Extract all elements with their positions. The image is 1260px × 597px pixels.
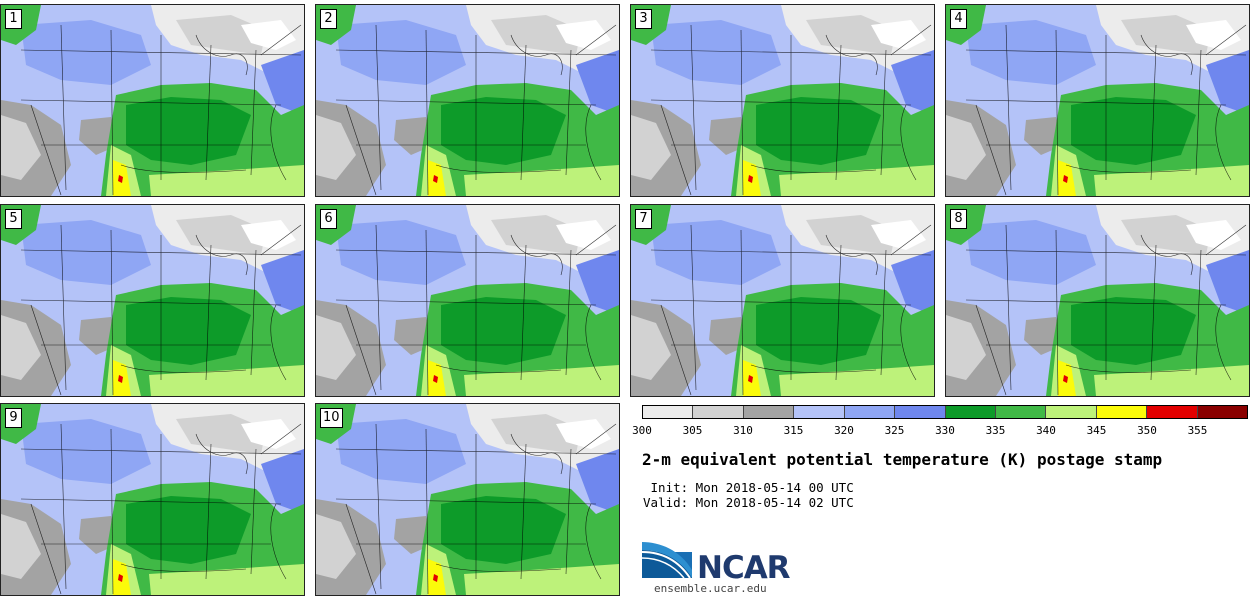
colorbar-segment bbox=[844, 406, 896, 418]
colorbar-segment bbox=[1096, 406, 1148, 418]
member-panel-8[interactable]: 8 bbox=[945, 204, 1250, 397]
colorbar-segment bbox=[743, 406, 795, 418]
colorbar-tick-label: 300 bbox=[632, 424, 652, 437]
colorbar-segment bbox=[995, 406, 1047, 418]
valid-time: Valid: Mon 2018-05-14 02 UTC bbox=[643, 495, 854, 510]
colorbar-tick-label: 330 bbox=[935, 424, 955, 437]
member-panel-4[interactable]: 4 bbox=[945, 4, 1250, 197]
theta-e-map bbox=[316, 404, 619, 595]
logo-text: NCAR bbox=[697, 550, 791, 586]
member-panel-9[interactable]: 9 bbox=[0, 403, 305, 596]
member-panel-5[interactable]: 5 bbox=[0, 204, 305, 397]
member-panel-7[interactable]: 7 bbox=[630, 204, 935, 397]
theta-e-map bbox=[631, 205, 934, 396]
colorbar-tick-label: 325 bbox=[884, 424, 905, 437]
member-label: 2 bbox=[320, 9, 337, 29]
member-label: 3 bbox=[635, 9, 652, 29]
colorbar-tick-label: 345 bbox=[1086, 424, 1107, 437]
colorbar-segment bbox=[643, 406, 694, 418]
colorbar-tick-label: 340 bbox=[1036, 424, 1056, 437]
theta-e-map bbox=[1, 404, 304, 595]
colorbar-segment bbox=[1046, 406, 1097, 418]
theta-e-map bbox=[631, 5, 934, 196]
member-panel-10[interactable]: 10 bbox=[315, 403, 620, 596]
member-panel-1[interactable]: 1 bbox=[0, 4, 305, 197]
member-panel-6[interactable]: 6 bbox=[315, 204, 620, 397]
theta-e-map bbox=[946, 205, 1249, 396]
colorbar bbox=[642, 405, 1248, 419]
colorbar-tick-label: 350 bbox=[1137, 424, 1157, 437]
init-time: Init: Mon 2018-05-14 00 UTC bbox=[643, 480, 854, 495]
member-panel-3[interactable]: 3 bbox=[630, 4, 935, 197]
member-panel-2[interactable]: 2 bbox=[315, 4, 620, 197]
theta-e-map bbox=[316, 205, 619, 396]
member-label: 8 bbox=[950, 209, 967, 229]
colorbar-tick-label: 320 bbox=[834, 424, 854, 437]
member-label: 7 bbox=[635, 209, 652, 229]
colorbar-tick-label: 305 bbox=[682, 424, 703, 437]
member-label: 9 bbox=[5, 408, 22, 428]
member-label: 1 bbox=[5, 9, 22, 29]
figure-title: 2-m equivalent potential temperature (K)… bbox=[642, 450, 1163, 469]
ncar-logo-icon bbox=[642, 542, 692, 579]
member-label: 10 bbox=[320, 408, 343, 428]
colorbar-segment bbox=[945, 406, 996, 418]
theta-e-map bbox=[1, 205, 304, 396]
colorbar-tick-label: 355 bbox=[1187, 424, 1208, 437]
colorbar-segment bbox=[1147, 406, 1198, 418]
colorbar-segment bbox=[794, 406, 845, 418]
theta-e-map bbox=[946, 5, 1249, 196]
site-url: ensemble.ucar.edu bbox=[654, 582, 767, 595]
colorbar-tick-label: 310 bbox=[733, 424, 753, 437]
member-label: 6 bbox=[320, 209, 337, 229]
colorbar-tick-label: 335 bbox=[985, 424, 1006, 437]
colorbar-segment bbox=[895, 406, 946, 418]
theta-e-map bbox=[1, 5, 304, 196]
colorbar-segment bbox=[693, 406, 744, 418]
colorbar-segment bbox=[1197, 406, 1248, 418]
colorbar-tick-label: 315 bbox=[783, 424, 804, 437]
member-label: 4 bbox=[950, 9, 967, 29]
theta-e-map bbox=[316, 5, 619, 196]
member-label: 5 bbox=[5, 209, 22, 229]
